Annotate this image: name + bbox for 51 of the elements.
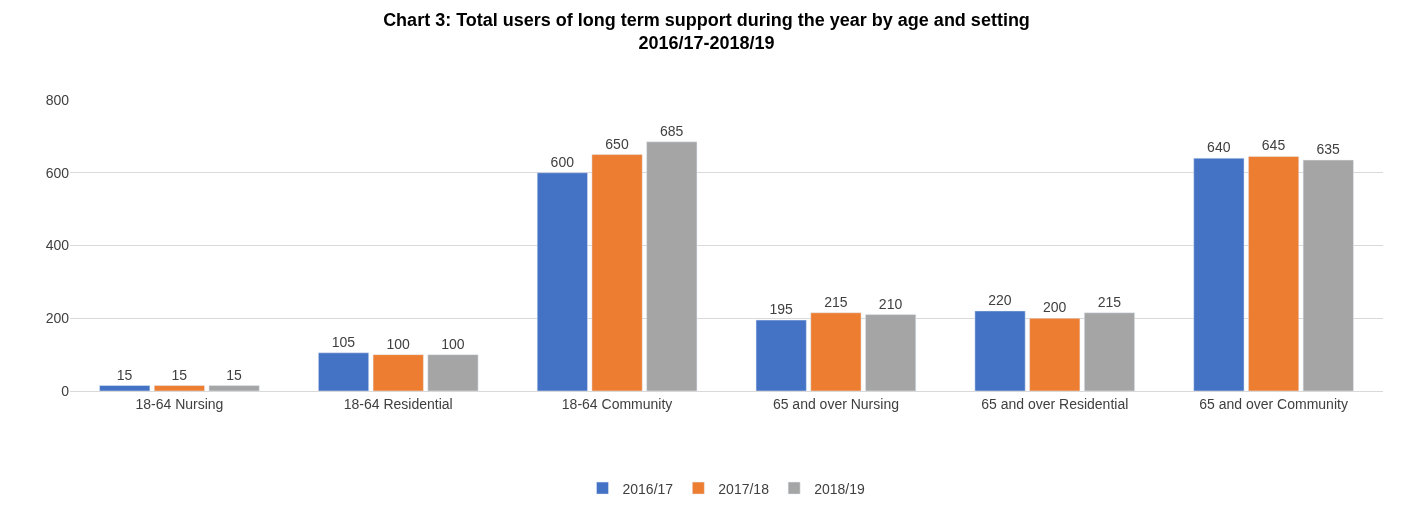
data-label: 220 xyxy=(988,291,1012,308)
data-label: 215 xyxy=(824,293,848,310)
bar xyxy=(99,385,151,391)
x-tick-label: 65 and over Nursing xyxy=(772,395,899,412)
y-tick-label: 400 xyxy=(45,237,70,254)
legend-label: 2018/19 xyxy=(814,480,865,497)
bar xyxy=(810,312,862,391)
data-label: 650 xyxy=(605,135,629,152)
x-tick-label: 18-64 Nursing xyxy=(135,395,224,412)
chart-title: Chart 3: Total users of long term support during the year by age and setting 2016/17-2018/19 xyxy=(383,9,1030,54)
bar xyxy=(1029,318,1081,391)
y-tick-label: 0 xyxy=(61,382,70,399)
bar xyxy=(1302,159,1354,391)
legend-label: 2016/17 xyxy=(622,480,674,497)
y-tick-label: 600 xyxy=(45,164,70,181)
x-tick-label: 65 and over Community xyxy=(1199,395,1348,412)
data-label: 15 xyxy=(226,366,243,383)
bar xyxy=(755,319,807,391)
legend-label: 2017/18 xyxy=(718,480,770,497)
bar xyxy=(865,314,917,391)
data-label: 100 xyxy=(386,335,411,352)
x-tick-label: 18-64 Community xyxy=(561,395,673,412)
data-label: 685 xyxy=(660,122,684,139)
data-label: 200 xyxy=(1042,299,1067,316)
bar xyxy=(646,141,698,391)
data-label: 15 xyxy=(116,366,133,383)
data-label: 105 xyxy=(331,333,356,350)
bar xyxy=(974,310,1026,391)
y-tick-label: 200 xyxy=(45,310,70,327)
bar xyxy=(154,385,205,391)
bar xyxy=(1084,312,1135,391)
data-label: 210 xyxy=(878,295,903,312)
data-label: 195 xyxy=(769,301,793,318)
bar xyxy=(1248,156,1299,391)
data-label: 100 xyxy=(441,335,465,352)
data-label: 635 xyxy=(1316,141,1341,158)
data-label: 640 xyxy=(1207,139,1231,156)
bar xyxy=(536,172,588,391)
bar xyxy=(208,385,260,391)
bar xyxy=(427,354,479,391)
data-label: 600 xyxy=(550,153,575,170)
bar xyxy=(372,354,424,391)
bar xyxy=(318,352,369,391)
bar xyxy=(1193,157,1245,391)
data-label: 15 xyxy=(171,366,188,383)
x-tick-label: 18-64 Residential xyxy=(343,395,453,412)
y-tick-label: 800 xyxy=(45,91,70,108)
bar xyxy=(591,154,643,391)
data-label: 215 xyxy=(1097,293,1122,310)
x-tick-label: 65 and over Residential xyxy=(981,395,1129,412)
data-label: 645 xyxy=(1261,137,1286,154)
